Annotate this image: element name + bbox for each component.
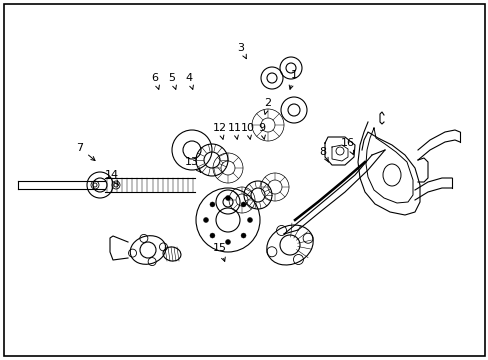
- Text: 13: 13: [184, 157, 200, 172]
- Text: 9: 9: [258, 123, 265, 139]
- Circle shape: [209, 233, 215, 238]
- Text: 15: 15: [213, 243, 226, 261]
- Text: 14: 14: [105, 170, 119, 185]
- Circle shape: [241, 233, 245, 238]
- Circle shape: [209, 202, 215, 207]
- Text: 6: 6: [151, 73, 159, 89]
- Text: 10: 10: [241, 123, 254, 139]
- Circle shape: [225, 239, 230, 244]
- Text: 7: 7: [76, 143, 95, 161]
- Text: 2: 2: [264, 98, 271, 114]
- Circle shape: [247, 217, 252, 222]
- Text: 4: 4: [185, 73, 193, 89]
- Text: 16: 16: [340, 138, 354, 154]
- Circle shape: [225, 195, 230, 201]
- Text: 1: 1: [288, 70, 297, 89]
- Circle shape: [241, 202, 245, 207]
- Text: 8: 8: [319, 147, 328, 162]
- Text: 5: 5: [168, 73, 176, 89]
- Text: 3: 3: [237, 43, 246, 59]
- Circle shape: [203, 217, 208, 222]
- Text: 12: 12: [212, 123, 226, 139]
- Text: 11: 11: [227, 123, 242, 139]
